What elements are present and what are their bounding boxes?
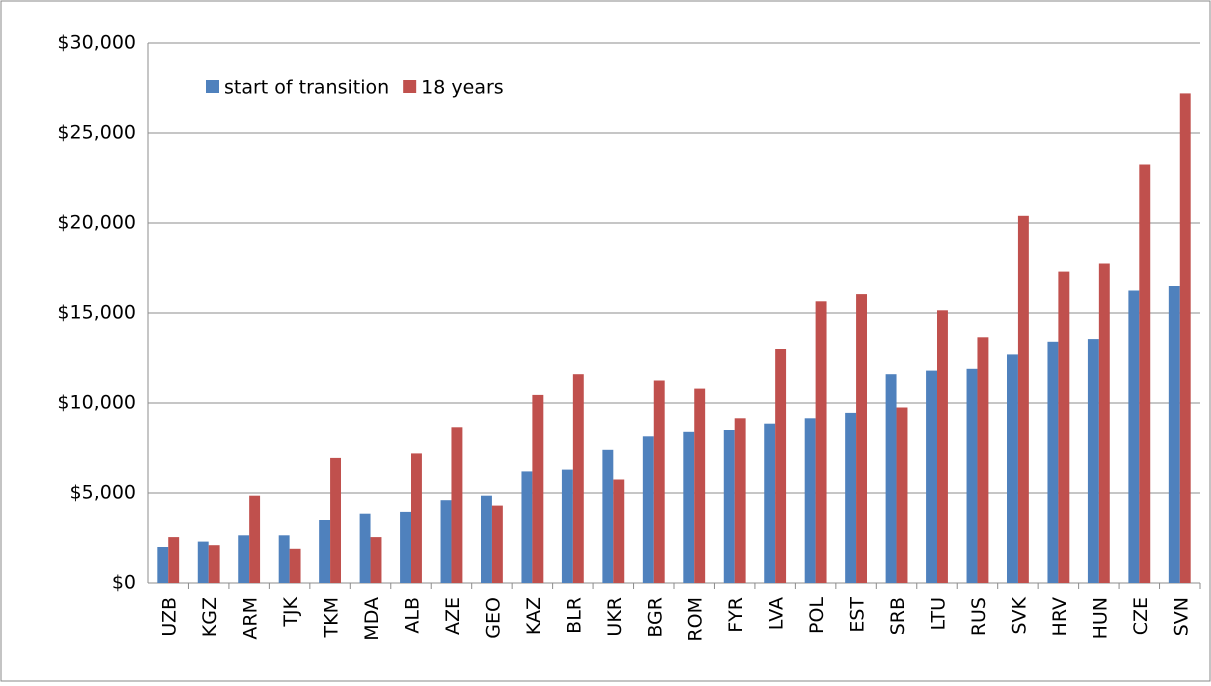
bar xyxy=(359,513,371,583)
bar xyxy=(804,418,816,583)
bar xyxy=(885,374,897,583)
bar xyxy=(451,427,463,583)
x-tick-label: UZB xyxy=(159,597,181,637)
x-tick-label: POL xyxy=(806,597,828,634)
bar xyxy=(532,394,544,583)
bar xyxy=(845,412,857,583)
bar xyxy=(157,547,169,583)
x-tick-label: LTU xyxy=(928,597,950,630)
bar xyxy=(815,301,827,583)
bar xyxy=(1006,354,1018,583)
y-tick-label: $25,000 xyxy=(57,122,136,144)
x-tick-label: RUS xyxy=(968,597,990,636)
bar xyxy=(926,370,937,583)
bar xyxy=(561,469,573,583)
y-tick-label: $5,000 xyxy=(70,482,136,504)
x-tick-label: BLR xyxy=(563,597,585,634)
bar xyxy=(764,423,776,583)
bar xyxy=(521,471,533,583)
x-tick-label: CZE xyxy=(1130,597,1152,635)
x-tick-label: SRB xyxy=(887,597,909,635)
x-tick-label: HRV xyxy=(1049,597,1071,636)
x-tick-label: TJK xyxy=(280,596,302,627)
x-tick-label: TKM xyxy=(321,597,343,638)
bar xyxy=(642,436,654,583)
x-tick-label: ROM xyxy=(685,597,707,642)
bar xyxy=(1168,286,1180,583)
bar xyxy=(653,380,665,583)
bar xyxy=(491,505,503,583)
bar xyxy=(966,368,978,583)
x-tick-label: HUN xyxy=(1089,597,1111,639)
bar xyxy=(400,511,411,583)
bar xyxy=(683,431,695,583)
y-tick-label: $30,000 xyxy=(57,32,136,54)
x-tick-label: UKR xyxy=(604,597,626,637)
legend-label: start of transition xyxy=(224,77,389,99)
bar xyxy=(370,537,382,583)
bar xyxy=(168,537,180,583)
x-tick-label: SVN xyxy=(1170,597,1192,636)
bar xyxy=(480,495,492,583)
x-tick-label: AZE xyxy=(442,597,464,635)
x-tick-label: BGR xyxy=(644,597,666,638)
bar xyxy=(1098,263,1110,583)
x-tick-label: KGZ xyxy=(199,597,221,637)
bar xyxy=(319,520,331,583)
x-tick-label: EST xyxy=(847,597,869,633)
bar xyxy=(613,479,625,583)
bar xyxy=(208,545,220,583)
bar xyxy=(1047,341,1059,583)
bar xyxy=(289,548,301,583)
bar xyxy=(775,349,787,583)
bar xyxy=(1058,271,1070,583)
x-tick-label: GEO xyxy=(482,597,504,639)
bar xyxy=(937,310,948,583)
x-tick-label: KAZ xyxy=(523,597,545,635)
bar xyxy=(1128,290,1140,583)
x-tick-label: ARM xyxy=(240,597,262,640)
bar xyxy=(572,374,584,583)
x-tick-label: LVA xyxy=(766,597,788,630)
bar xyxy=(197,541,209,583)
bar xyxy=(1139,164,1151,583)
y-tick-label: $0 xyxy=(112,572,136,594)
legend-swatch xyxy=(403,80,417,93)
bar xyxy=(330,457,342,583)
x-tick-label: SVK xyxy=(1008,596,1030,634)
bar xyxy=(1179,93,1191,584)
y-tick-label: $20,000 xyxy=(57,212,136,234)
bar xyxy=(723,430,735,583)
bar xyxy=(1087,339,1099,583)
bar xyxy=(411,453,422,583)
legend-swatch xyxy=(206,80,219,93)
bar xyxy=(896,407,908,583)
bar xyxy=(977,337,989,583)
bar xyxy=(856,294,868,583)
x-tick-label: ALB xyxy=(402,597,424,634)
x-tick-label: FYR xyxy=(725,597,747,633)
bar xyxy=(1017,215,1029,584)
bar xyxy=(694,388,706,583)
legend-label: 18 years xyxy=(421,77,504,99)
bar xyxy=(278,535,290,583)
bar xyxy=(249,495,261,583)
bar xyxy=(238,535,250,583)
y-tick-label: $15,000 xyxy=(57,302,136,324)
y-tick-label: $10,000 xyxy=(57,392,136,414)
x-tick-label: MDA xyxy=(361,597,383,641)
bar xyxy=(734,418,746,583)
bar xyxy=(440,500,452,583)
bar xyxy=(602,449,614,583)
